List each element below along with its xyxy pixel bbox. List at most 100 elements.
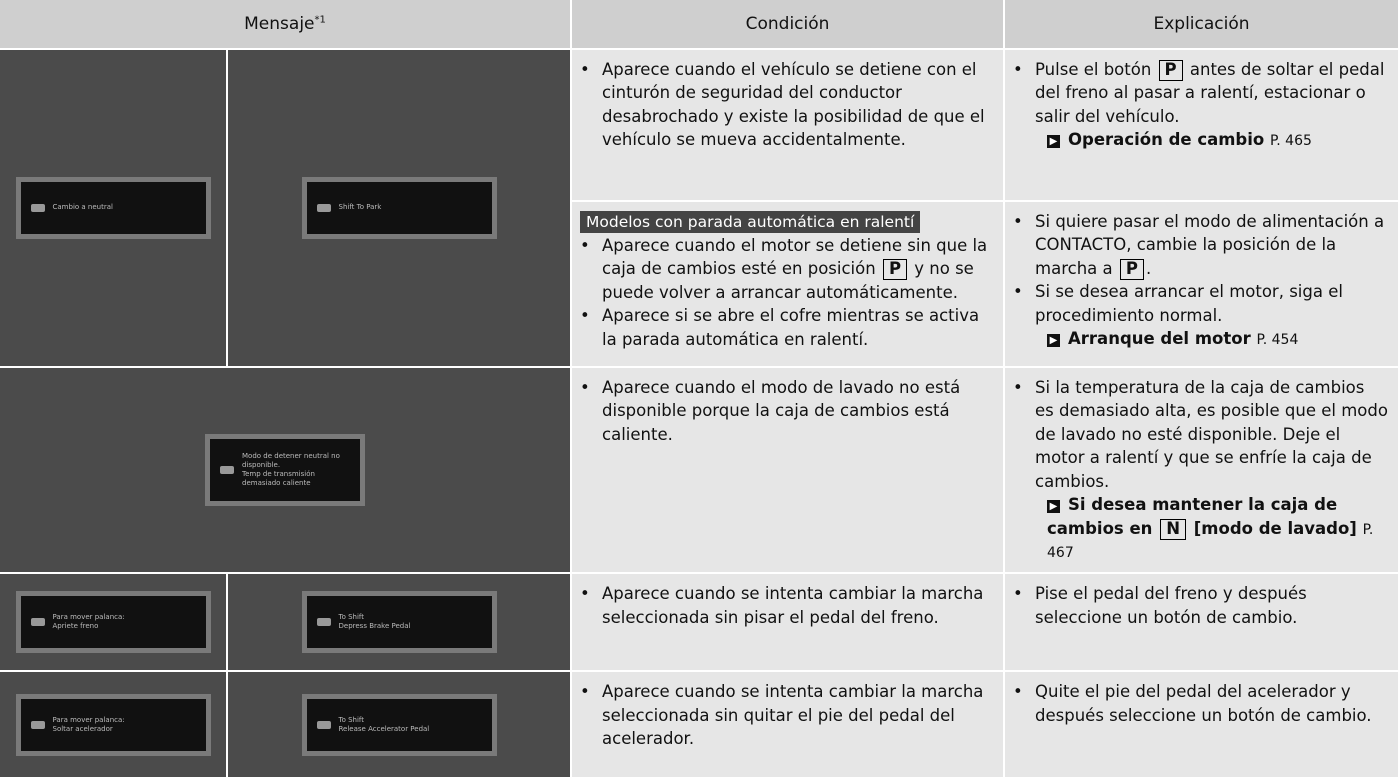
bullet-text: Si quiere pasar el modo de alimentación …	[1035, 210, 1388, 280]
screen-content: To Shift Release Accelerator Pedal	[316, 699, 482, 751]
screen-line: Para mover palanca:	[52, 715, 125, 724]
key-symbol: P	[882, 259, 908, 281]
display-screen: Para mover palanca: Soltar acelerador	[15, 693, 211, 756]
screen-line: Temp de transmisión	[242, 470, 315, 479]
message-image-cell: Para mover palanca: Soltar acelerador	[0, 672, 226, 778]
message-image-cell: Para mover palanca: Apriete freno	[0, 574, 226, 671]
bullet-text: Pulse el botón P antes de soltar el peda…	[1035, 58, 1388, 128]
message-image-cell: To Shift Release Accelerator Pedal	[228, 672, 571, 778]
text: Aparece cuando se intenta cambiar la mar…	[602, 682, 984, 749]
bullet: • Aparece si se abre el cofre mientras se…	[580, 304, 993, 351]
bullet-text: Aparece cuando se intenta cambiar la mar…	[602, 582, 993, 629]
screen-text: To Shift Release Accelerator Pedal	[339, 716, 430, 734]
bullet-text: Pise el pedal del freno y después selecc…	[1035, 582, 1388, 629]
cross-reference: ▶ Arranque del motor P. 454	[1047, 327, 1388, 351]
screen-icon	[30, 720, 45, 729]
screen-content: Shift To Park	[316, 182, 482, 234]
header-row: Mensaje*1 Condición Explicación	[0, 0, 1398, 48]
explanation-cell: • Pise el pedal del freno y después selec…	[1005, 574, 1398, 671]
text: Pulse el botón	[1035, 60, 1157, 79]
text: Operación de cambio	[1068, 130, 1265, 150]
header-label: Condición	[745, 13, 830, 34]
display-screen: To Shift Release Accelerator Pedal	[301, 693, 497, 756]
bullet-dot: •	[1013, 584, 1023, 604]
screen-icon	[316, 204, 331, 212]
explanation-cell: • Quite el pie del pedal del acelerador y…	[1005, 672, 1398, 778]
screen-line: Para mover palanca:	[52, 613, 125, 622]
header-cell: Mensaje*1	[0, 0, 571, 48]
bullet-dot: •	[1013, 60, 1023, 79]
ref-arrow: ▶	[1047, 334, 1061, 348]
text: Pise el pedal del freno y después selecc…	[1035, 584, 1307, 627]
key-symbol: P	[1158, 60, 1183, 81]
screen-line: To Shift	[338, 613, 365, 622]
bullet-dot: •	[1013, 282, 1023, 302]
bullet: • Si la temperatura de la caja de cambios…	[1013, 376, 1388, 493]
screen-content: Modo de detener neutral no disponible. Te…	[220, 439, 350, 501]
text: Si desea mantener la caja de cambios en	[1047, 495, 1338, 538]
screen-line: To Shift	[338, 715, 365, 724]
ref-arrow: ▶	[1047, 500, 1061, 514]
display-screen: Para mover palanca: Apriete freno	[15, 591, 211, 654]
text: antes de soltar el pedal del freno al pa…	[1035, 60, 1385, 126]
text: y no se puede volver a arrancar automáti…	[602, 259, 974, 302]
condition-cell: • Aparece cuando se intenta cambiar la ma…	[572, 574, 1004, 671]
screen-icon	[30, 204, 45, 212]
bullet-text: Quite el pie del pedal del acelerador y …	[1035, 680, 1388, 727]
screen-text: Para mover palanca: Soltar acelerador	[53, 716, 125, 734]
cross-reference: ▶ Si desea mantener la caja de cambios en…	[1047, 493, 1388, 564]
bullet-text: Si se desea arrancar el motor, siga el p…	[1035, 280, 1388, 327]
message-image-cell: Shift To Park	[228, 50, 571, 366]
bullet: • Pise el pedal del freno y después selec…	[1013, 582, 1388, 629]
cross-reference: ▶ Operación de cambio P. 465	[1047, 128, 1388, 152]
screen-content: Para mover palanca: Soltar acelerador	[30, 699, 196, 751]
text: Aparece cuando el motor se detiene sin q…	[602, 236, 988, 279]
screen-icon	[220, 466, 234, 475]
text: Aparece cuando se intenta cambiar la mar…	[602, 584, 984, 627]
screen-line: Apriete freno	[52, 622, 99, 631]
key-symbol: P	[1119, 258, 1144, 280]
bullet: • Aparece cuando se intenta cambiar la ma…	[580, 680, 993, 750]
header-cell: Condición	[572, 0, 1004, 48]
display-screen: Modo de detener neutral no disponible. Te…	[205, 434, 365, 507]
bullet-dot: •	[580, 682, 590, 702]
bullet-text: Aparece cuando se intenta cambiar la mar…	[602, 680, 993, 750]
explanation-cell: • Si la temperatura de la caja de cambios…	[1005, 368, 1398, 573]
page-number: P. 467	[1047, 521, 1374, 562]
screen-text: Para mover palanca: Apriete freno	[53, 613, 125, 631]
bullet-dot: •	[580, 60, 590, 79]
bullet-dot: •	[1013, 212, 1023, 231]
bullet-text: Aparece cuando el motor se detiene sin q…	[602, 234, 993, 304]
bullet: • Si se desea arrancar el motor, siga el …	[1013, 280, 1388, 327]
screen-line: demasiado caliente	[242, 479, 311, 488]
model-tag: Modelos con parada automática en ralentí	[580, 211, 921, 233]
bullet: • Aparece cuando el vehículo se detiene c…	[580, 58, 993, 152]
bullet: • Quite el pie del pedal del acelerador y…	[1013, 680, 1388, 727]
explanation-cell: • Pulse el botón P antes de soltar el ped…	[1005, 50, 1398, 200]
text: Aparece cuando el vehículo se detiene co…	[602, 60, 985, 150]
screen-text: Modo de detener neutral no disponible. Te…	[242, 452, 350, 488]
display-screen: To Shift Depress Brake Pedal	[301, 591, 497, 654]
condition-cell: • Aparece cuando se intenta cambiar la ma…	[572, 672, 1004, 778]
screen-line: Shift To Park	[338, 203, 382, 212]
bullet-dot: •	[580, 306, 590, 326]
screen-content: Cambio a neutral	[30, 182, 196, 234]
table-row: Cambio a neutral Shift To Park • Aparece cu…	[0, 50, 1398, 366]
page-number: P. 454	[1256, 332, 1299, 349]
footnote-mark: *1	[314, 14, 326, 26]
table-row: Modelos con parada automática en ralentí…	[0, 202, 1398, 366]
bullet-dot: •	[580, 584, 590, 604]
table-row: Para mover palanca: Soltar acelerador To S…	[0, 672, 1398, 778]
bullet: • Si quiere pasar el modo de alimentación…	[1013, 210, 1388, 280]
key-symbol: N	[1160, 518, 1186, 540]
ref-arrow: ▶	[1047, 135, 1061, 149]
bullet: • Aparece cuando el modo de lavado no est…	[580, 376, 993, 446]
screen-content: Para mover palanca: Apriete freno	[30, 596, 196, 648]
bullet-dot: •	[1013, 682, 1023, 702]
screen-line: Soltar acelerador	[52, 724, 113, 733]
screen-text: To Shift Depress Brake Pedal	[339, 613, 411, 631]
explanation-cell: • Si quiere pasar el modo de alimentación…	[1005, 202, 1398, 366]
text: Arranque del motor	[1068, 329, 1251, 349]
